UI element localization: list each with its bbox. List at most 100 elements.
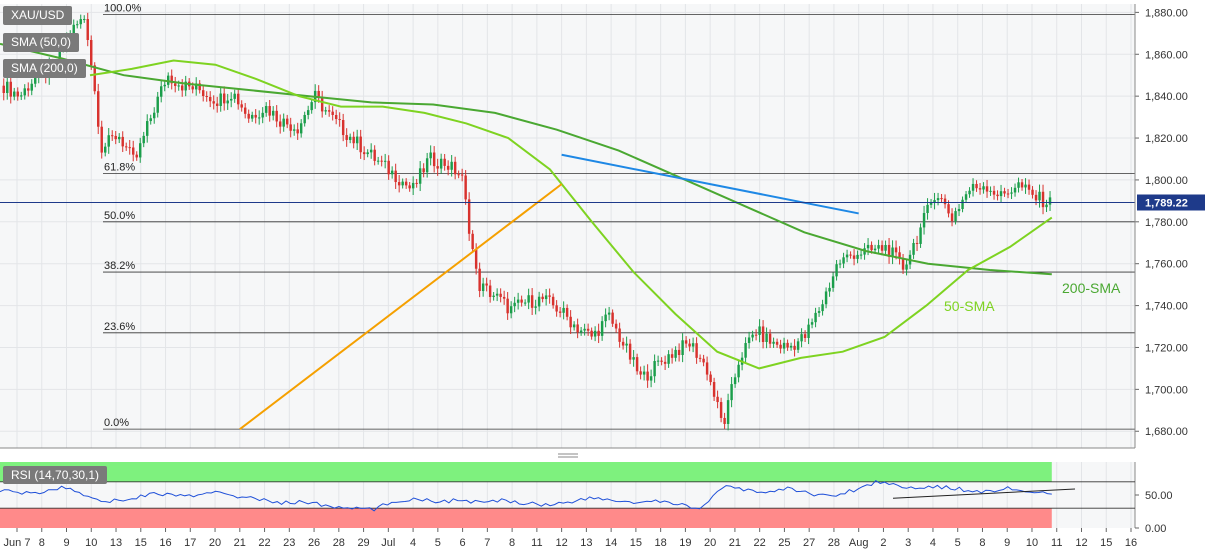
x-tick-label: 12: [555, 537, 567, 549]
candle-body: [408, 185, 411, 189]
candle-body: [607, 312, 611, 315]
candle-body: [1010, 192, 1013, 194]
candle-body: [709, 374, 712, 383]
candle-body: [898, 252, 901, 259]
candle-body: [355, 136, 359, 144]
candle-body: [688, 343, 691, 347]
candle-body: [562, 307, 565, 313]
candle-body: [418, 168, 422, 184]
candle-body: [523, 302, 527, 304]
last-price-label: 1,789.22: [1145, 198, 1188, 210]
y-tick-label: 1,860.00: [1145, 49, 1188, 61]
candle-body: [495, 293, 499, 296]
candle-body: [558, 311, 562, 313]
candle-body: [163, 84, 166, 87]
candle-body: [282, 118, 285, 127]
candle-body: [891, 247, 894, 257]
candle-body: [488, 285, 492, 297]
candle-body: [401, 181, 404, 186]
candle-body: [233, 93, 236, 99]
candle-body: [1034, 194, 1038, 201]
candle-body: [173, 83, 177, 86]
candle-body: [222, 93, 226, 104]
candle-body: [191, 86, 194, 90]
candle-body: [107, 135, 110, 147]
candle-body: [58, 48, 61, 64]
candle-body: [723, 417, 726, 424]
x-tick-label: 5: [955, 537, 961, 549]
candle-body: [93, 65, 96, 92]
last-price-tag: [1137, 194, 1205, 211]
candle-body: [604, 314, 607, 322]
y-tick-label: 1,780.00: [1145, 217, 1188, 229]
candle-body: [845, 254, 849, 258]
sma200-annotation: 200-SMA: [1062, 280, 1121, 296]
candle-body: [572, 324, 576, 328]
candle-body: [642, 371, 646, 375]
candle-body: [513, 302, 516, 307]
sma200-line: [0, 42, 1052, 276]
candle-body: [695, 343, 698, 358]
candle-body: [509, 306, 513, 314]
candle-body: [331, 111, 334, 115]
candle-body: [348, 136, 352, 140]
rsi-legend[interactable]: RSI (14,70,30,1): [3, 466, 108, 484]
candle-body: [352, 136, 355, 144]
x-tick-label: 9: [63, 537, 69, 549]
candle-body: [34, 76, 37, 84]
candle-body: [219, 93, 222, 106]
candle-body: [422, 168, 425, 173]
x-tick-label: 11: [531, 537, 542, 549]
candle-body: [614, 323, 618, 329]
candle-body: [775, 341, 779, 345]
candle-body: [464, 175, 467, 200]
candle-body: [677, 349, 681, 356]
candle-body: [492, 295, 495, 297]
symbol-legend[interactable]: XAU/USD: [3, 6, 73, 25]
y-tick-label: 1,840.00: [1145, 91, 1188, 103]
candle-body: [124, 146, 128, 148]
candle-body: [943, 198, 947, 205]
candle-body: [733, 377, 737, 385]
candle-body: [929, 202, 933, 205]
candle-body: [926, 204, 929, 214]
candle-body: [831, 276, 835, 288]
y-tick-label: 1,760.00: [1145, 259, 1188, 271]
sma200-legend[interactable]: SMA (200,0): [3, 59, 86, 78]
x-tick-label: 10: [85, 537, 97, 549]
x-tick-label: 9: [1004, 537, 1010, 549]
candle-body: [719, 402, 723, 418]
candle-body: [478, 268, 481, 292]
candle-body: [13, 91, 16, 97]
x-tick-label: 28: [333, 537, 345, 549]
candle-body: [887, 244, 891, 257]
candle-body: [264, 106, 268, 113]
candle-body: [1013, 187, 1017, 193]
candle-body: [684, 340, 688, 344]
x-tick-label: 4: [930, 537, 936, 549]
candle-body: [131, 147, 135, 155]
candle-body: [240, 104, 243, 108]
candle-body: [859, 254, 863, 256]
candle-body: [803, 334, 807, 339]
x-tick-label: 22: [754, 537, 766, 549]
candle-body: [156, 96, 159, 113]
candle-body: [961, 199, 964, 209]
candle-body: [380, 160, 383, 162]
candle-body: [285, 118, 289, 125]
candle-body: [411, 182, 415, 189]
candle-body: [338, 119, 341, 121]
x-tick-label: 20: [209, 537, 221, 549]
candle-body: [576, 324, 579, 333]
candle-body: [104, 146, 107, 153]
fib-level-label: 0.0%: [104, 417, 129, 429]
sma50-legend[interactable]: SMA (50,0): [3, 33, 80, 52]
y-tick-label: 1,800.00: [1145, 175, 1188, 187]
candle-body: [30, 83, 33, 91]
candle-body: [429, 152, 432, 159]
candle-body: [849, 254, 852, 256]
candle-body: [800, 334, 803, 342]
candle-body: [646, 371, 649, 381]
candle-body: [870, 244, 873, 251]
